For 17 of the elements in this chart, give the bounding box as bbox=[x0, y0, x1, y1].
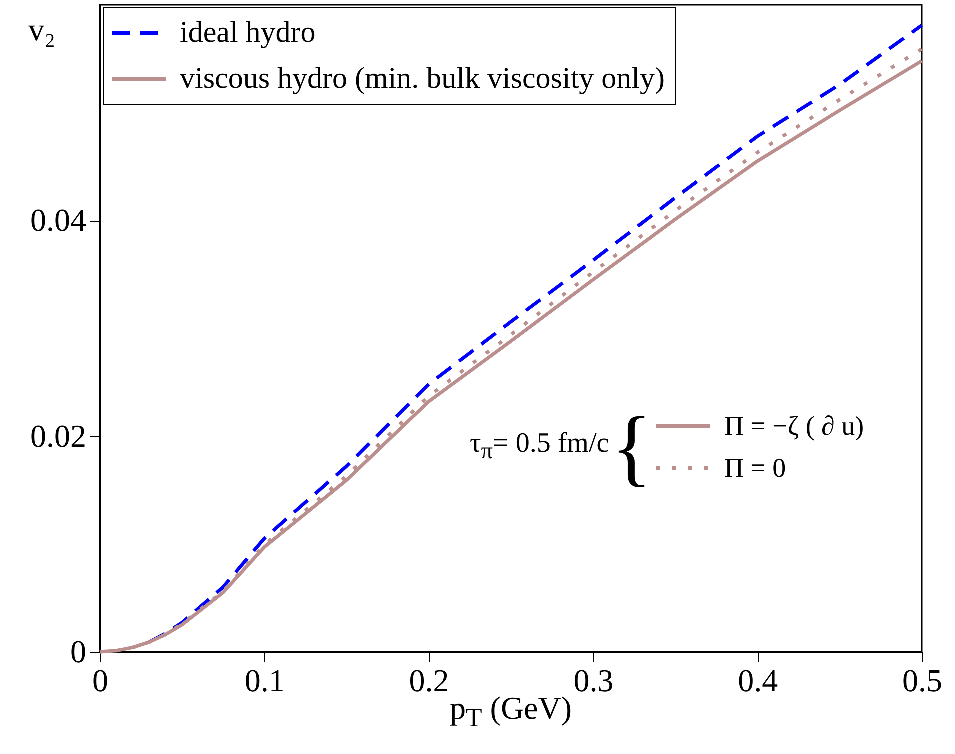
x-tick-label: 0.4 bbox=[738, 662, 778, 698]
y-axis-title: v₂ bbox=[28, 12, 56, 48]
annotation: Π = −ζ ( ∂ u) bbox=[724, 410, 864, 442]
legend-label: ideal hydro bbox=[180, 16, 316, 50]
x-tick-label: 0.5 bbox=[902, 662, 942, 698]
annotation: { bbox=[611, 399, 652, 495]
annotation: τ$_{π}$= 0.5 fm/c bbox=[470, 428, 610, 466]
x-tick-label: 0.2 bbox=[409, 662, 450, 698]
legend-label: viscous hydro (min. bulk viscosity only) bbox=[180, 62, 665, 96]
legend-label: Π = 0 bbox=[724, 452, 786, 484]
y-tick-label: 0.02 bbox=[30, 418, 86, 454]
x-tick-label: 0 bbox=[92, 662, 108, 698]
y-tick-label: 0 bbox=[70, 634, 86, 670]
x-axis-title: p$_{T}$ (GeV) bbox=[450, 690, 572, 734]
y-tick-label: 0.04 bbox=[30, 202, 86, 238]
x-tick-label: 0.1 bbox=[244, 662, 285, 698]
x-tick-label: 0.3 bbox=[574, 662, 614, 698]
